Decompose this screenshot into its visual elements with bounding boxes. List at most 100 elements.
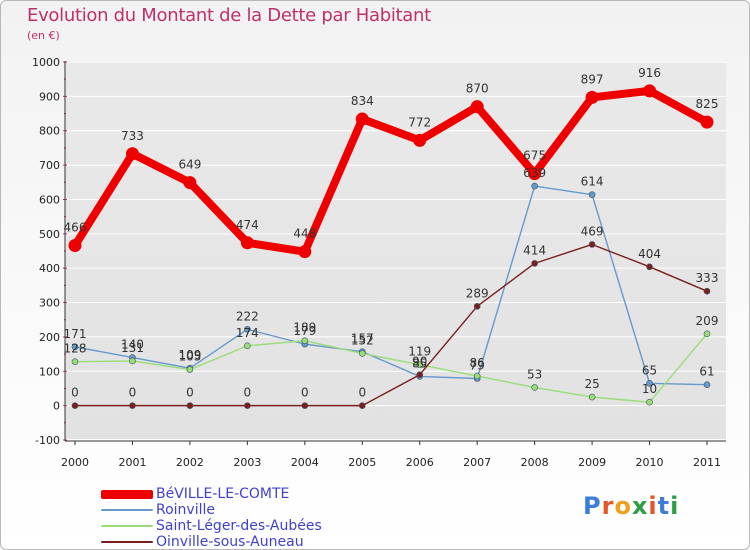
data-point [470, 100, 484, 114]
data-point [240, 236, 254, 250]
y-tick-label: 100 [39, 365, 60, 378]
logo-letter: o [614, 492, 632, 520]
data-point [473, 303, 481, 310]
data-label: 474 [236, 218, 259, 232]
data-label: 53 [527, 367, 542, 381]
data-point [125, 147, 139, 161]
data-point [186, 366, 194, 373]
logo-letter: x [631, 492, 649, 520]
x-tick-label: 2004 [291, 456, 319, 469]
y-tick-label: 600 [39, 193, 60, 206]
x-tick-label: 2005 [348, 456, 376, 469]
data-label: 171 [64, 327, 87, 341]
data-label: 222 [236, 309, 259, 323]
data-label: 404 [638, 247, 661, 261]
data-point [531, 384, 538, 391]
data-label: 90 [412, 355, 427, 369]
data-point [129, 357, 136, 365]
x-tick-label: 2010 [636, 456, 664, 469]
legend-swatch [101, 541, 153, 543]
legend-label: Saint-Léger-des-Aubées [156, 518, 322, 534]
data-label: 157 [351, 332, 374, 346]
data-point [588, 191, 596, 198]
y-tick-label: 800 [39, 125, 60, 138]
data-label: 79 [470, 358, 485, 372]
data-label: 140 [121, 338, 144, 352]
x-tick-label: 2002 [176, 456, 204, 469]
data-point [588, 241, 596, 248]
data-point [531, 260, 538, 267]
data-point [646, 263, 653, 271]
data-label: 614 [581, 175, 604, 189]
series-lines [68, 84, 714, 409]
data-point [358, 350, 366, 357]
y-tick-label: 400 [39, 262, 60, 275]
data-label: 152 [351, 333, 374, 347]
data-label: 0 [244, 386, 252, 400]
data-point [700, 115, 714, 129]
x-tick-label: 2001 [118, 456, 146, 469]
y-tick-label: 0 [53, 400, 60, 413]
logo-letter: i [670, 492, 680, 520]
legend-label: Roinville [156, 502, 215, 518]
data-point [129, 402, 136, 409]
data-point [416, 371, 424, 379]
data-label: 649 [178, 158, 201, 172]
data-point [183, 176, 197, 190]
data-point [186, 402, 194, 409]
legend-swatch [101, 509, 153, 511]
legend-swatch [101, 489, 153, 499]
data-label: 0 [301, 386, 309, 400]
data-label: 414 [523, 243, 546, 257]
data-label: 448 [293, 227, 316, 241]
data-point [703, 381, 711, 388]
data-label: 179 [293, 324, 316, 338]
data-point [355, 112, 369, 126]
logo-letter: i [648, 492, 658, 520]
data-label: 772 [408, 115, 431, 129]
data-point [301, 402, 309, 409]
data-point [528, 167, 542, 181]
legend-swatch [101, 525, 153, 527]
data-label: 0 [358, 386, 366, 400]
data-point [585, 90, 599, 104]
data-point [588, 393, 596, 401]
data-label: 86 [470, 356, 485, 370]
x-tick-label: 2009 [578, 456, 606, 469]
legend-item: Saint-Léger-des-Aubées [101, 518, 421, 534]
x-tick-label: 2008 [521, 456, 549, 469]
logo-letter: P [583, 492, 602, 520]
data-label: 85 [412, 356, 427, 370]
legend-item: Roinville [101, 502, 421, 518]
data-label: 466 [64, 221, 87, 235]
data-label: 0 [186, 386, 194, 400]
logo-letter: t [657, 492, 671, 520]
data-point [244, 402, 251, 409]
data-label: 65 [642, 363, 657, 377]
legend-item: BéVILLE-LE-COMTE [101, 486, 421, 502]
data-label: 0 [71, 386, 79, 400]
x-tick-label: 2000 [61, 456, 89, 469]
y-tick-label: 1000 [32, 56, 60, 69]
data-point [71, 343, 79, 351]
data-label: 119 [408, 345, 431, 359]
x-tick-label: 2011 [693, 456, 721, 469]
y-tick-label: 700 [39, 159, 60, 172]
x-tick-label: 2003 [233, 456, 261, 469]
data-point [473, 372, 481, 380]
data-label: 174 [236, 326, 259, 340]
series-line-1 [74, 185, 708, 386]
series-line-3 [74, 243, 708, 407]
data-label: 916 [638, 66, 661, 80]
data-label: 333 [696, 271, 719, 285]
data-label: 825 [696, 97, 719, 111]
y-tick-label: 900 [39, 90, 60, 103]
y-tick-label: -100 [35, 434, 60, 447]
y-tick-label: 200 [39, 331, 60, 344]
plot-area [65, 61, 726, 439]
data-point [643, 84, 657, 98]
axes: -100010020030040050060070080090010002000… [32, 56, 726, 469]
